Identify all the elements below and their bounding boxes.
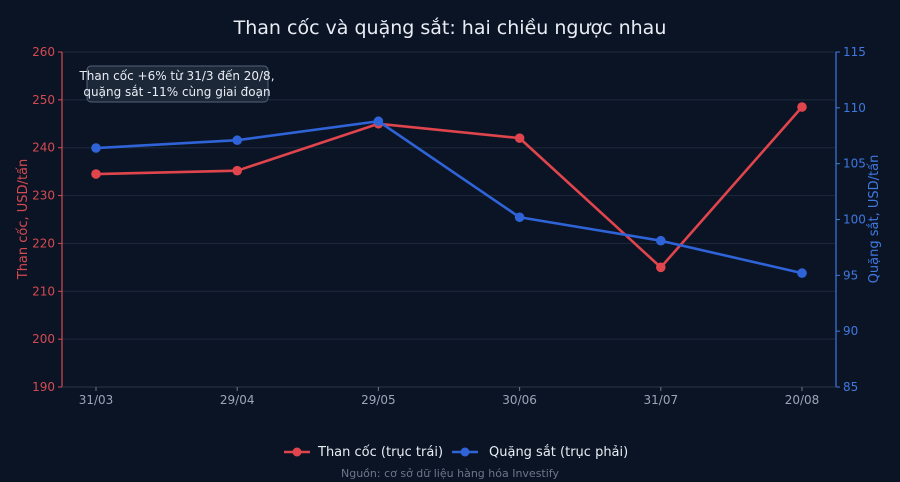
y-left-tick-label: 190 — [32, 380, 55, 394]
series-line-coke — [94, 105, 804, 269]
source-note: Nguồn: cơ sở dữ liệu hàng hóa Investify — [341, 467, 559, 480]
y-right-tick-label: 95 — [843, 268, 858, 282]
legend-label-iron-ore: Quặng sắt (trục phải) — [489, 445, 628, 460]
legend-marker-coke — [292, 447, 302, 457]
annotation-box: Than cốc +6% từ 31/3 đến 20/8, quặng sắt… — [78, 65, 275, 103]
x-tick-label: 20/08 — [785, 393, 820, 407]
data-point-coke — [232, 165, 242, 176]
x-tick-label: 31/07 — [644, 393, 679, 407]
y-right-tick-label: 100 — [843, 213, 866, 227]
y-right-tick-label: 105 — [843, 157, 866, 171]
x-tick-label: 29/05 — [361, 393, 396, 407]
data-point-iron-ore — [797, 268, 807, 278]
annotation-line-2: quặng sắt -11% cùng giai đoạn — [83, 85, 270, 99]
y-left-tick-label: 260 — [32, 45, 55, 59]
data-point-iron-ore — [232, 135, 242, 146]
legend-marker-iron-ore — [460, 447, 470, 457]
legend: Than cốc (trục trái) Quặng sắt (trục phả… — [284, 445, 628, 460]
y-left-tick-label: 200 — [32, 332, 55, 346]
series-line-iron-ore — [94, 119, 804, 275]
y-left-tick-label: 250 — [32, 93, 55, 107]
legend-item-coke: Than cốc (trục trái) — [284, 445, 443, 460]
annotation-line-1: Than cốc +6% từ 31/3 đến 20/8, — [78, 69, 274, 83]
y-left-tick-label: 230 — [32, 189, 55, 203]
data-point-iron-ore — [514, 212, 525, 223]
y-axis-left-label: Than cốc, USD/tấn — [16, 159, 31, 281]
y-left-tick-label: 240 — [32, 141, 55, 155]
legend-item-iron-ore: Quặng sắt (trục phải) — [452, 445, 628, 460]
y-left-tick-label: 210 — [32, 284, 55, 298]
data-point-coke — [514, 133, 525, 143]
legend-label-coke: Than cốc (trục trái) — [317, 445, 443, 460]
annotation-background — [86, 65, 269, 103]
x-tick-label: 29/04 — [220, 393, 255, 407]
y-left-tick-label: 220 — [32, 236, 55, 250]
data-point-coke — [797, 102, 807, 112]
data-point-iron-ore — [656, 235, 666, 246]
series-layer — [91, 102, 807, 278]
data-point-iron-ore — [373, 116, 384, 127]
x-tick-label: 31/03 — [79, 393, 114, 407]
axes: 190 200 210 220 230 240 250 260 85 90 95 100 105 110 1… — [32, 45, 866, 407]
y-right-tick-label: 85 — [843, 380, 858, 394]
y-right-tick-label: 90 — [843, 324, 858, 338]
data-point-coke — [656, 262, 666, 273]
chart-title: Than cốc và quặng sắt: hai chiều ngược n… — [233, 16, 667, 39]
data-point-iron-ore — [91, 143, 101, 153]
y-right-tick-label: 110 — [843, 101, 866, 115]
y-axis-right-label: Quặng sắt, USD/tấn — [867, 155, 882, 284]
data-point-coke — [91, 169, 101, 179]
y-right-tick-label: 115 — [843, 45, 866, 59]
x-tick-label: 30/06 — [502, 393, 537, 407]
